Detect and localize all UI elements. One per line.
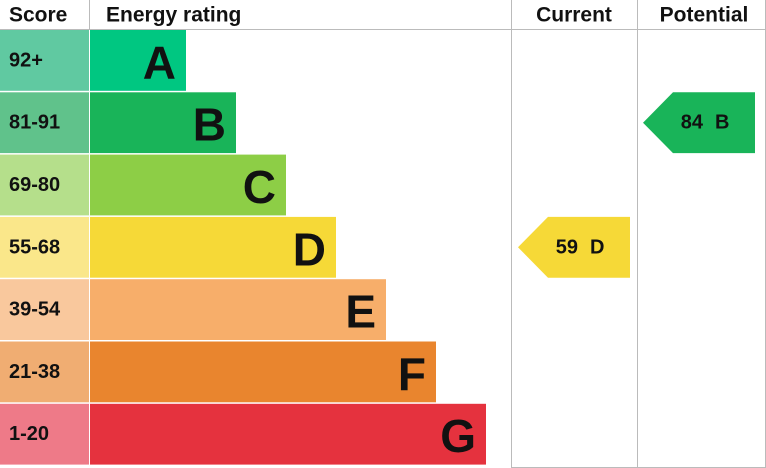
score-cell [0, 30, 89, 91]
rating-letter: B [193, 99, 226, 151]
potential-value: 84 [681, 112, 704, 134]
rating-bar [90, 279, 386, 340]
score-cell [0, 403, 89, 465]
rating-letter: D [293, 223, 326, 275]
score-cell [0, 216, 89, 278]
rating-bar [90, 216, 336, 278]
rating-bar [90, 403, 486, 465]
header-score: Score [9, 4, 67, 27]
rating-letter: F [398, 348, 426, 400]
rating-bar [90, 154, 286, 216]
current-arrow [518, 216, 630, 278]
current-value: 59 [556, 236, 578, 258]
score-cell [0, 92, 89, 154]
rating-letter: G [440, 410, 476, 462]
score-label: 1-20 [9, 423, 49, 445]
header-rating: Energy rating [106, 4, 241, 27]
header-potential: Potential [660, 4, 749, 27]
rating-letter: C [243, 161, 276, 213]
score-cell [0, 279, 89, 340]
rating-bar [90, 341, 436, 403]
header-current: Current [536, 4, 612, 27]
score-cell [0, 341, 89, 403]
score-cell [0, 154, 89, 216]
score-label: 81-91 [9, 112, 60, 134]
score-label: 21-38 [9, 361, 60, 383]
current-rating: D [590, 236, 604, 258]
potential-arrow [643, 92, 755, 154]
score-label: 92+ [9, 49, 43, 71]
score-label: 69-80 [9, 174, 60, 196]
potential-rating: B [715, 112, 729, 134]
rating-bar [90, 30, 186, 91]
rating-letter: E [345, 286, 376, 338]
score-label: 55-68 [9, 236, 60, 258]
rating-bar [90, 92, 236, 154]
rating-letter: A [143, 36, 176, 88]
score-label: 39-54 [9, 299, 61, 321]
